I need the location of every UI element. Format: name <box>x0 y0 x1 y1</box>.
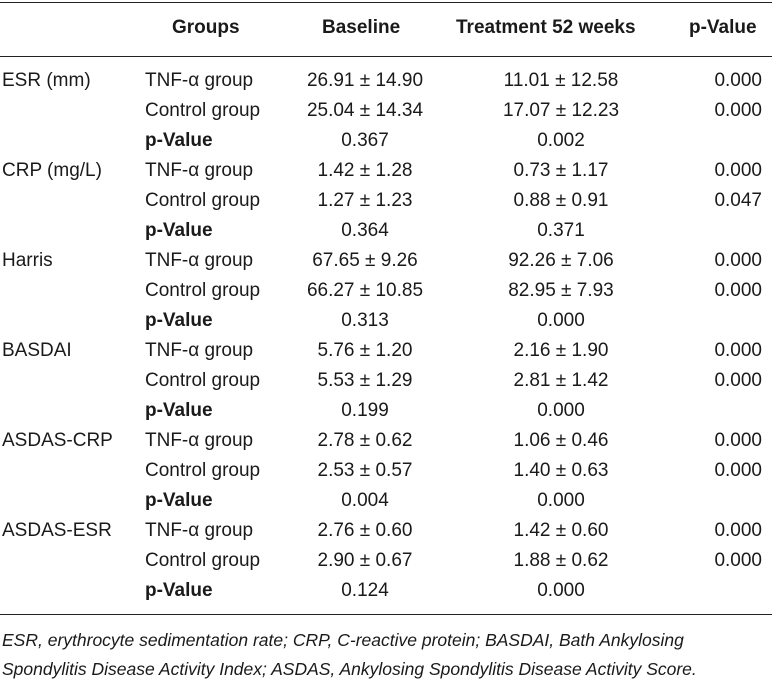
pvalue-cell: 0.000 <box>714 70 762 91</box>
table-row: p-Value 0.004 0.000 <box>0 486 772 516</box>
baseline-cell: 5.76 ± 1.20 <box>317 340 413 361</box>
table-bottom-rule <box>0 614 772 615</box>
treatment-cell: 0.88 ± 0.91 <box>513 190 609 211</box>
table-row: p-Value 0.124 0.000 <box>0 576 772 606</box>
baseline-cell: 26.91 ± 14.90 <box>306 70 424 91</box>
treatment-cell: 82.95 ± 7.93 <box>508 280 614 301</box>
treatment-cell: 1.40 ± 0.63 <box>513 460 609 481</box>
table-top-rule <box>0 2 772 3</box>
group-cell: Control group <box>145 280 261 301</box>
pvalue-row-label: p-Value <box>145 490 213 511</box>
treatment-cell: 17.07 ± 12.23 <box>502 100 620 121</box>
treatment-cell: 1.06 ± 0.46 <box>513 430 609 451</box>
section-label: BASDAI <box>2 340 72 361</box>
group-cell: TNF-α group <box>145 160 254 181</box>
baseline-cell: 2.78 ± 0.62 <box>317 430 413 451</box>
section-label: Harris <box>2 250 53 271</box>
table-row: p-Value 0.313 0.000 <box>0 306 772 336</box>
baseline-cell: 5.53 ± 1.29 <box>317 370 413 391</box>
treatment-cell: 0.000 <box>537 580 585 601</box>
baseline-cell: 0.004 <box>341 490 389 511</box>
pvalue-row-label: p-Value <box>145 220 213 241</box>
group-cell: Control group <box>145 190 261 211</box>
section-label: ESR (mm) <box>2 70 91 91</box>
table-row: Control group 66.27 ± 10.85 82.95 ± 7.93… <box>0 276 772 306</box>
header-rule <box>0 56 772 57</box>
treatment-cell: 2.16 ± 1.90 <box>513 340 609 361</box>
treatment-cell: 92.26 ± 7.06 <box>508 250 614 271</box>
baseline-cell: 0.364 <box>341 220 389 241</box>
pvalue-cell: 0.000 <box>714 280 762 301</box>
pvalue-cell: 0.000 <box>714 340 762 361</box>
group-cell: TNF-α group <box>145 340 254 361</box>
table-row: Control group 1.27 ± 1.23 0.88 ± 0.91 0.… <box>0 186 772 216</box>
table-footnote: ESR, erythrocyte sedimentation rate; CRP… <box>2 630 697 679</box>
group-cell: Control group <box>145 550 261 571</box>
treatment-cell: 1.42 ± 0.60 <box>513 520 609 541</box>
pvalue-row-label: p-Value <box>145 310 213 331</box>
table-row: ASDAS-ESR TNF-α group 2.76 ± 0.60 1.42 ±… <box>0 516 772 546</box>
table-row: Control group 2.90 ± 0.67 1.88 ± 0.62 0.… <box>0 546 772 576</box>
baseline-cell: 66.27 ± 10.85 <box>306 280 424 301</box>
treatment-cell: 0.000 <box>537 400 585 421</box>
baseline-cell: 67.65 ± 9.26 <box>312 250 418 271</box>
pvalue-cell: 0.000 <box>714 520 762 541</box>
baseline-cell: 2.53 ± 0.57 <box>317 460 413 481</box>
treatment-cell: 11.01 ± 12.58 <box>503 70 619 91</box>
section-label: CRP (mg/L) <box>2 160 102 181</box>
treatment-cell: 0.000 <box>537 490 585 511</box>
table-row: p-Value 0.367 0.002 <box>0 126 772 156</box>
section-label: ASDAS-ESR <box>2 520 112 541</box>
table-row: p-Value 0.199 0.000 <box>0 396 772 426</box>
table-row: p-Value 0.364 0.371 <box>0 216 772 246</box>
treatment-cell: 0.002 <box>537 130 585 151</box>
group-cell: TNF-α group <box>145 430 254 451</box>
baseline-cell: 1.42 ± 1.28 <box>317 160 413 181</box>
header-pvalue: p-Value <box>689 17 757 38</box>
pvalue-cell: 0.000 <box>714 370 762 391</box>
table-row: Control group 25.04 ± 14.34 17.07 ± 12.2… <box>0 96 772 126</box>
baseline-cell: 0.313 <box>341 310 389 331</box>
baseline-cell: 0.367 <box>341 130 389 151</box>
group-cell: Control group <box>145 100 261 121</box>
pvalue-cell: 0.000 <box>714 460 762 481</box>
header-groups: Groups <box>172 17 240 38</box>
table-row: ESR (mm) TNF-α group 26.91 ± 14.90 11.01… <box>0 66 772 96</box>
baseline-cell: 1.27 ± 1.23 <box>317 190 413 211</box>
treatment-cell: 0.371 <box>537 220 585 241</box>
pvalue-cell: 0.000 <box>714 430 762 451</box>
baseline-cell: 0.199 <box>341 400 389 421</box>
treatment-cell: 1.88 ± 0.62 <box>513 550 609 571</box>
pvalue-cell: 0.047 <box>714 190 762 211</box>
treatment-cell: 0.73 ± 1.17 <box>513 160 609 181</box>
treatment-cell: 2.81 ± 1.42 <box>513 370 609 391</box>
header-baseline: Baseline <box>322 17 401 38</box>
group-cell: TNF-α group <box>145 70 254 91</box>
pvalue-cell: 0.000 <box>714 550 762 571</box>
baseline-cell: 25.04 ± 14.34 <box>306 100 424 121</box>
table-row: CRP (mg/L) TNF-α group 1.42 ± 1.28 0.73 … <box>0 156 772 186</box>
table-row: ASDAS-CRP TNF-α group 2.78 ± 0.62 1.06 ±… <box>0 426 772 456</box>
header-treatment: Treatment 52 weeks <box>456 17 636 38</box>
pvalue-row-label: p-Value <box>145 400 213 421</box>
section-label: ASDAS-CRP <box>2 430 113 451</box>
table-row: Harris TNF-α group 67.65 ± 9.26 92.26 ± … <box>0 246 772 276</box>
pvalue-cell: 0.000 <box>714 100 762 121</box>
pvalue-row-label: p-Value <box>145 580 213 601</box>
table-row: BASDAI TNF-α group 5.76 ± 1.20 2.16 ± 1.… <box>0 336 772 366</box>
table-row: Control group 5.53 ± 1.29 2.81 ± 1.42 0.… <box>0 366 772 396</box>
baseline-cell: 2.76 ± 0.60 <box>317 520 413 541</box>
baseline-cell: 2.90 ± 0.67 <box>317 550 413 571</box>
group-cell: Control group <box>145 370 261 391</box>
table-row: Control group 2.53 ± 0.57 1.40 ± 0.63 0.… <box>0 456 772 486</box>
group-cell: Control group <box>145 460 261 481</box>
pvalue-row-label: p-Value <box>145 130 213 151</box>
baseline-cell: 0.124 <box>341 580 389 601</box>
treatment-cell: 0.000 <box>537 310 585 331</box>
group-cell: TNF-α group <box>145 250 254 271</box>
group-cell: TNF-α group <box>145 520 254 541</box>
pvalue-cell: 0.000 <box>714 250 762 271</box>
pvalue-cell: 0.000 <box>714 160 762 181</box>
